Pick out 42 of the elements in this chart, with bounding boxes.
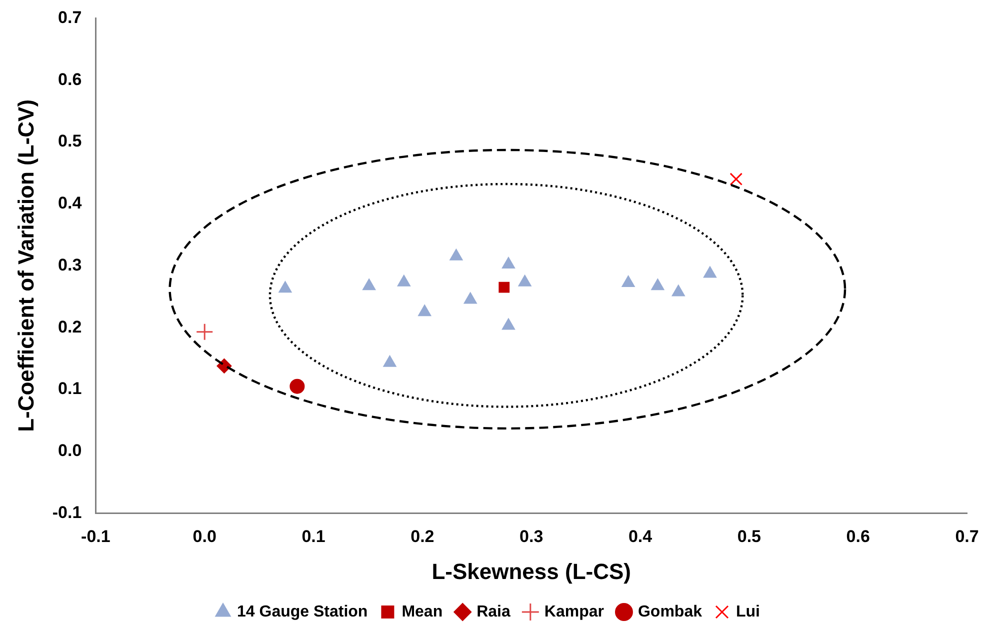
x-tick-label: 0.1 [302, 527, 326, 546]
point [651, 278, 664, 290]
y-tick-label: 0.0 [58, 441, 82, 460]
x-tick-label: -0.1 [81, 527, 110, 546]
point [278, 281, 292, 293]
y-tick-label: 0.1 [58, 379, 82, 398]
y-axis-title: L-Coefficient of Variation (L-CV) [13, 99, 38, 432]
x-axis-title: L-Skewness (L-CS) [432, 558, 631, 584]
legend-label: Mean [402, 603, 443, 620]
point [362, 278, 376, 290]
point [397, 274, 410, 286]
point [622, 276, 635, 288]
point [450, 248, 463, 260]
y-tick-label: 0.6 [58, 70, 82, 89]
x-tick-label: 0.5 [737, 527, 761, 546]
point [703, 266, 717, 278]
point [290, 378, 305, 394]
x-tick-label: 0.2 [410, 527, 434, 546]
x-tick-label: 0.4 [628, 527, 653, 546]
y-tick-label: 0.2 [58, 317, 82, 336]
point [672, 284, 685, 296]
x-tick-label: 0.7 [955, 527, 979, 546]
point [502, 318, 516, 330]
y-tick-label: 0.5 [58, 132, 82, 151]
point [518, 274, 532, 286]
legend-label: Raia [476, 603, 511, 620]
legend-label: Lui [736, 603, 760, 620]
x-tick-label: 0.3 [520, 527, 544, 546]
y-tick-label: 0.7 [58, 8, 82, 27]
x-tick-label: 0.0 [192, 527, 216, 546]
legend-label: Gombak [638, 603, 702, 620]
point [196, 323, 214, 341]
y-tick-label: 0.3 [58, 255, 82, 274]
legend-label: 14 Gauge Station [237, 603, 368, 620]
point [464, 292, 477, 304]
point [383, 355, 396, 367]
point [418, 304, 432, 316]
x-tick-label: 0.6 [846, 527, 870, 546]
y-tick-label: -0.1 [52, 502, 82, 522]
legend-label: Kampar [544, 603, 604, 620]
point [502, 256, 516, 268]
y-tick-label: 0.4 [58, 194, 82, 213]
